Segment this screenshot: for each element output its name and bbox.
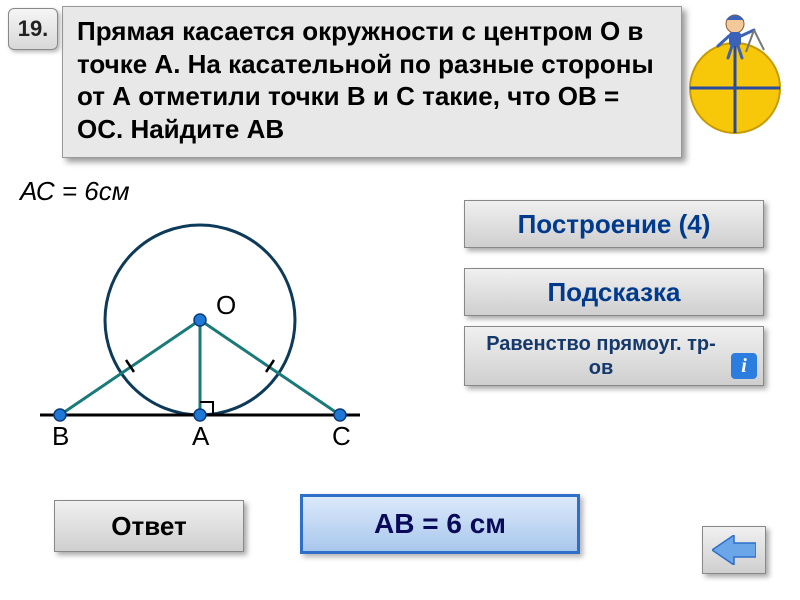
label-o: О: [216, 290, 236, 320]
answer-value-box: АВ = 6 см: [300, 494, 580, 554]
info-icon[interactable]: i: [731, 353, 757, 379]
given-text: АС = 6см: [20, 176, 130, 207]
label-c: С: [332, 421, 351, 451]
problem-statement: Прямая касается окружности с центром О в…: [62, 6, 682, 158]
back-arrow-button[interactable]: [702, 526, 766, 574]
hint-content-text: Равенство прямоуг. тр-ов: [475, 332, 727, 380]
hint-content-box: Равенство прямоуг. тр-ов i: [464, 326, 764, 386]
label-a: А: [192, 421, 210, 451]
answer-button[interactable]: Ответ: [54, 500, 244, 552]
problem-number-badge: 19.: [8, 8, 58, 50]
arrow-left-icon: [712, 535, 756, 565]
geometry-diagram: О В А С: [30, 210, 370, 470]
construction-button[interactable]: Построение (4): [464, 200, 764, 248]
label-b: В: [52, 421, 69, 451]
hint-button[interactable]: Подсказка: [464, 268, 764, 316]
mascot-illustration: [680, 10, 790, 140]
